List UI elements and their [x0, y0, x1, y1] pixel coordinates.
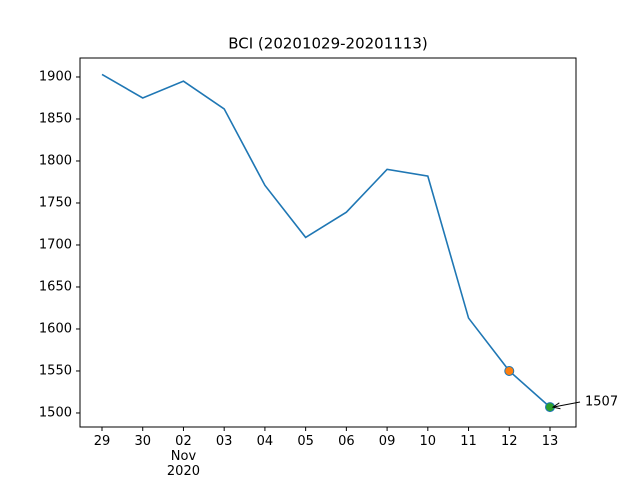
- y-tick-label: 1500: [39, 405, 72, 420]
- x-tick-label: 30: [134, 434, 151, 449]
- x-tick-label: 29: [93, 434, 111, 449]
- y-tick-label: 1650: [39, 279, 72, 294]
- y-tick-label: 1800: [39, 153, 72, 168]
- annotation-arrow: [553, 401, 581, 407]
- x-tick-label: 09: [378, 434, 396, 449]
- x-tick-label: 05: [297, 434, 314, 449]
- x-tick-label: 11: [460, 434, 477, 449]
- x-tick-label: 06: [338, 434, 355, 449]
- x-tick-label: 10: [419, 434, 437, 449]
- chart-title: BCI (20201029-20201113): [228, 35, 428, 53]
- annotation: 1507: [585, 395, 618, 410]
- y-tick-label: 1900: [39, 69, 72, 84]
- x-tick-label: 03: [215, 434, 233, 449]
- x-tick-label: 04: [256, 434, 274, 449]
- x-tick-label: 12: [500, 434, 518, 449]
- y-tick-label: 1550: [39, 363, 72, 378]
- y-tick-label: 1700: [39, 237, 72, 252]
- x-tick-label: 02 Nov 2020: [166, 434, 200, 479]
- y-tick-label: 1750: [39, 195, 72, 210]
- plot-frame: [79, 57, 577, 428]
- y-tick-label: 1850: [39, 111, 72, 126]
- y-tick-label: 1600: [39, 321, 72, 336]
- data-line: [101, 73, 551, 408]
- x-tick-label: 13: [541, 434, 559, 449]
- point-marker: [504, 365, 515, 376]
